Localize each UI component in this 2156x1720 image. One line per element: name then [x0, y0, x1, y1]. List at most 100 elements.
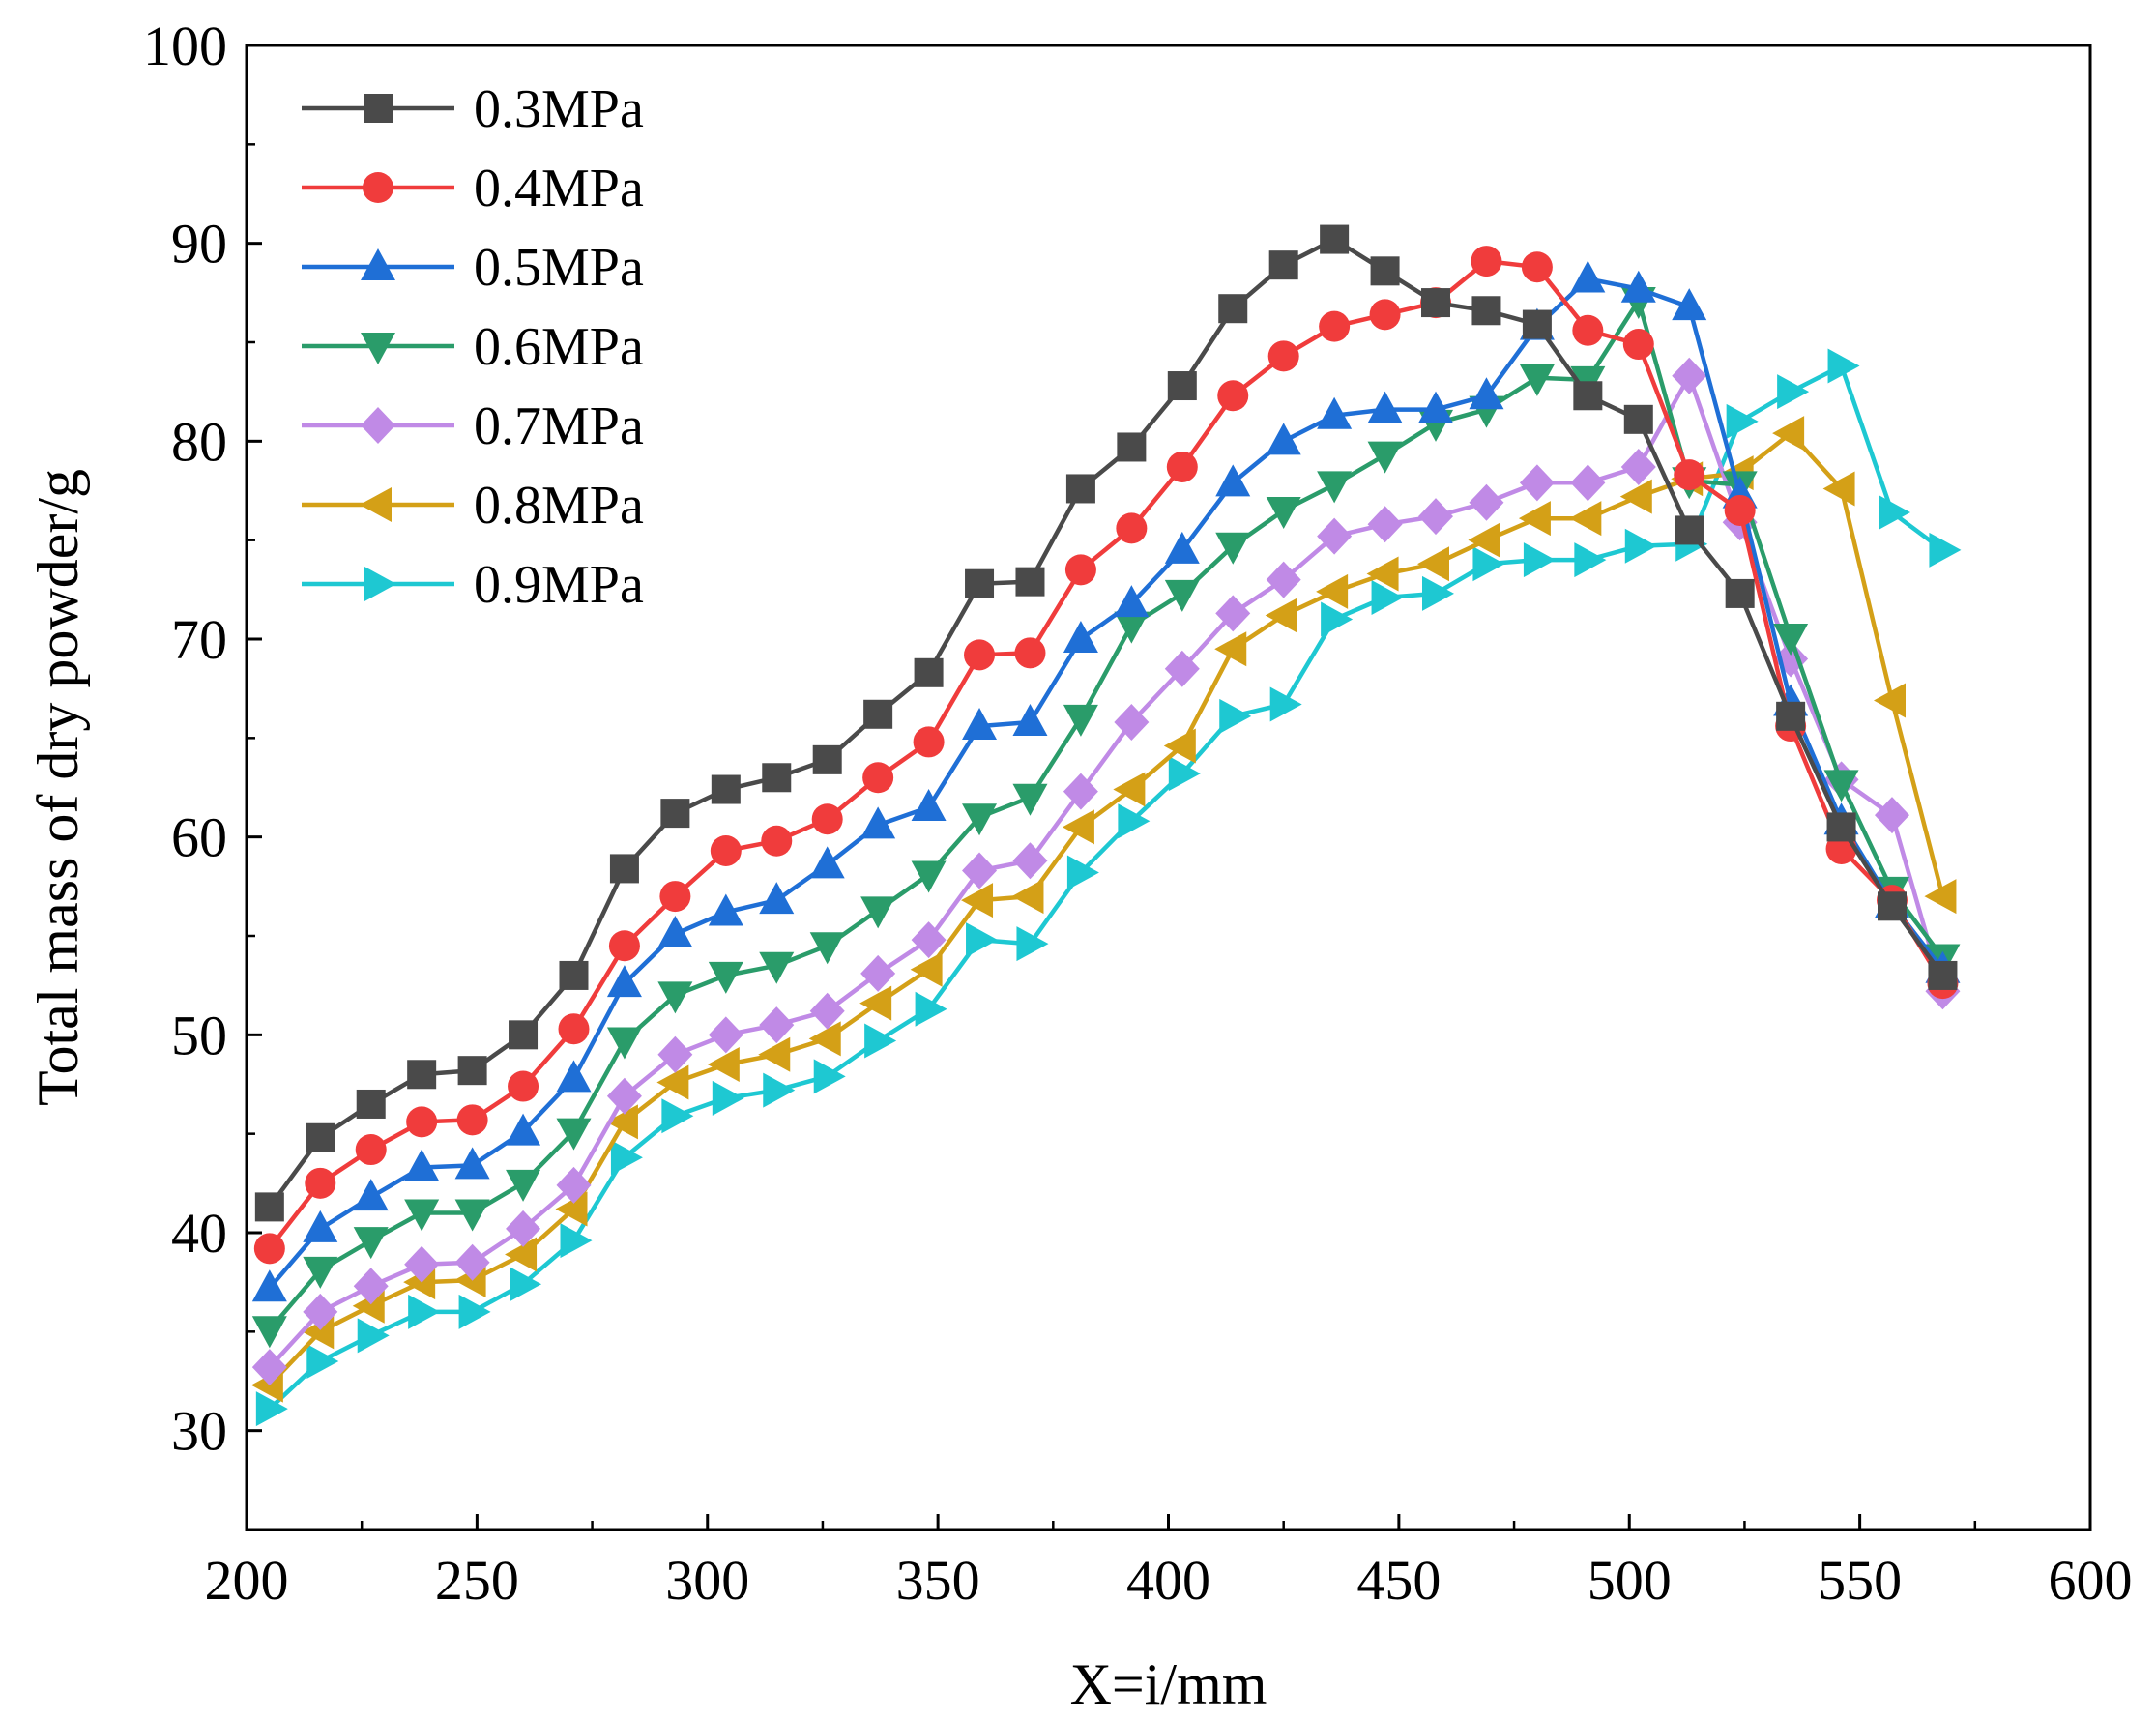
- data-point: [1164, 579, 1200, 612]
- y-tick-label: 70: [171, 608, 227, 671]
- data-point: [556, 1118, 592, 1151]
- data-point: [1116, 512, 1148, 544]
- data-point: [1114, 703, 1150, 741]
- data-point: [506, 1169, 541, 1202]
- data-point: [860, 954, 896, 992]
- data-point: [355, 1134, 387, 1166]
- data-point: [1114, 585, 1150, 618]
- data-point: [1725, 578, 1755, 608]
- y-tick-label: 80: [171, 410, 227, 473]
- data-point: [254, 1192, 284, 1222]
- data-point: [657, 915, 693, 947]
- data-point: [712, 1080, 744, 1116]
- data-point: [1675, 515, 1704, 545]
- data-point: [1522, 309, 1552, 339]
- data-point: [1924, 879, 1957, 915]
- legend-label: 0.7MPa: [474, 396, 644, 456]
- data-point: [1266, 561, 1301, 598]
- data-point: [1472, 546, 1505, 582]
- data-point: [1366, 556, 1399, 592]
- series-0.8MPa: [250, 416, 1957, 1403]
- data-point: [559, 960, 589, 990]
- data-point: [505, 1237, 538, 1272]
- data-point: [657, 1035, 693, 1073]
- data-point: [1321, 601, 1354, 637]
- data-point: [1016, 926, 1049, 962]
- x-tick-label: 200: [205, 1549, 289, 1612]
- data-point: [1215, 595, 1251, 632]
- series-line: [268, 277, 1945, 1290]
- data-point: [609, 854, 639, 884]
- y-tick-label: 30: [171, 1400, 227, 1463]
- data-point: [759, 951, 795, 984]
- data-point: [759, 1006, 795, 1044]
- data-point: [353, 1268, 389, 1305]
- data-point: [606, 1027, 642, 1060]
- data-point: [454, 1147, 490, 1180]
- data-point: [661, 1098, 694, 1134]
- data-point: [508, 1070, 539, 1102]
- data-point: [1269, 686, 1302, 722]
- data-point: [1065, 474, 1095, 504]
- data-point: [1672, 288, 1707, 321]
- data-point: [809, 932, 845, 965]
- y-tick-label: 60: [171, 806, 227, 869]
- data-point: [1776, 701, 1806, 731]
- data-point: [1267, 340, 1299, 372]
- data-point: [1417, 546, 1450, 582]
- data-point: [1823, 770, 1859, 802]
- data-point: [404, 1149, 440, 1181]
- data-point: [911, 860, 947, 893]
- data-point: [1011, 879, 1044, 915]
- series-line: [268, 258, 1945, 1250]
- data-point: [1572, 314, 1604, 346]
- legend-marker: [364, 94, 393, 123]
- data-point: [1317, 396, 1353, 429]
- data-point: [1114, 611, 1150, 644]
- series-line: [268, 364, 1944, 1411]
- data-point: [458, 1294, 491, 1329]
- data-point: [1367, 391, 1403, 423]
- data-point: [962, 803, 998, 836]
- data-point: [457, 1056, 487, 1086]
- data-point: [1574, 542, 1607, 578]
- data-point: [914, 657, 944, 687]
- data-point: [1066, 855, 1099, 890]
- data-point: [962, 852, 998, 889]
- data-point: [1063, 621, 1098, 653]
- legend-label: 0.3MPa: [474, 79, 644, 139]
- data-point: [1569, 501, 1602, 537]
- data-point: [506, 1113, 541, 1146]
- data-point: [1878, 495, 1910, 531]
- data-point: [1167, 371, 1197, 401]
- data-point: [1418, 498, 1454, 536]
- data-point: [1062, 809, 1094, 845]
- data-point: [911, 921, 947, 959]
- data-point: [656, 1064, 689, 1100]
- x-tick-label: 500: [1588, 1549, 1672, 1612]
- data-point: [965, 568, 995, 598]
- data-point: [1672, 357, 1707, 394]
- data-point: [659, 881, 691, 913]
- data-point: [408, 1294, 441, 1329]
- data-point: [1012, 703, 1048, 736]
- legend-marker: [360, 487, 392, 522]
- data-point: [251, 1349, 287, 1386]
- legend-marker: [363, 172, 393, 203]
- data-point: [710, 834, 742, 866]
- data-point: [1063, 773, 1098, 810]
- data-point: [1268, 250, 1298, 280]
- data-point: [353, 1227, 389, 1260]
- data-point: [711, 774, 741, 804]
- x-axis-title: X=i/mm: [1070, 1652, 1267, 1716]
- data-point: [356, 1089, 386, 1119]
- data-point: [606, 1077, 642, 1115]
- data-point: [1929, 532, 1962, 568]
- x-tick-label: 250: [435, 1549, 519, 1612]
- legend-entry: 0.6MPa: [302, 317, 644, 377]
- data-point: [1317, 471, 1353, 504]
- data-point: [1118, 803, 1151, 839]
- data-point: [1164, 531, 1200, 564]
- legend-entry: 0.4MPa: [302, 159, 644, 219]
